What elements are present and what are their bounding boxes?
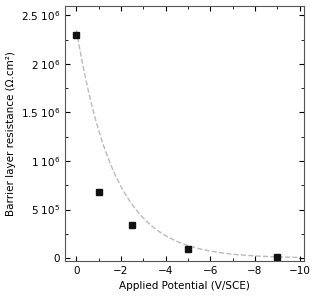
- Y-axis label: Barrier layer resistance (Ω.cm²): Barrier layer resistance (Ω.cm²): [6, 51, 15, 216]
- X-axis label: Applied Potential (V/SCE): Applied Potential (V/SCE): [119, 282, 250, 291]
